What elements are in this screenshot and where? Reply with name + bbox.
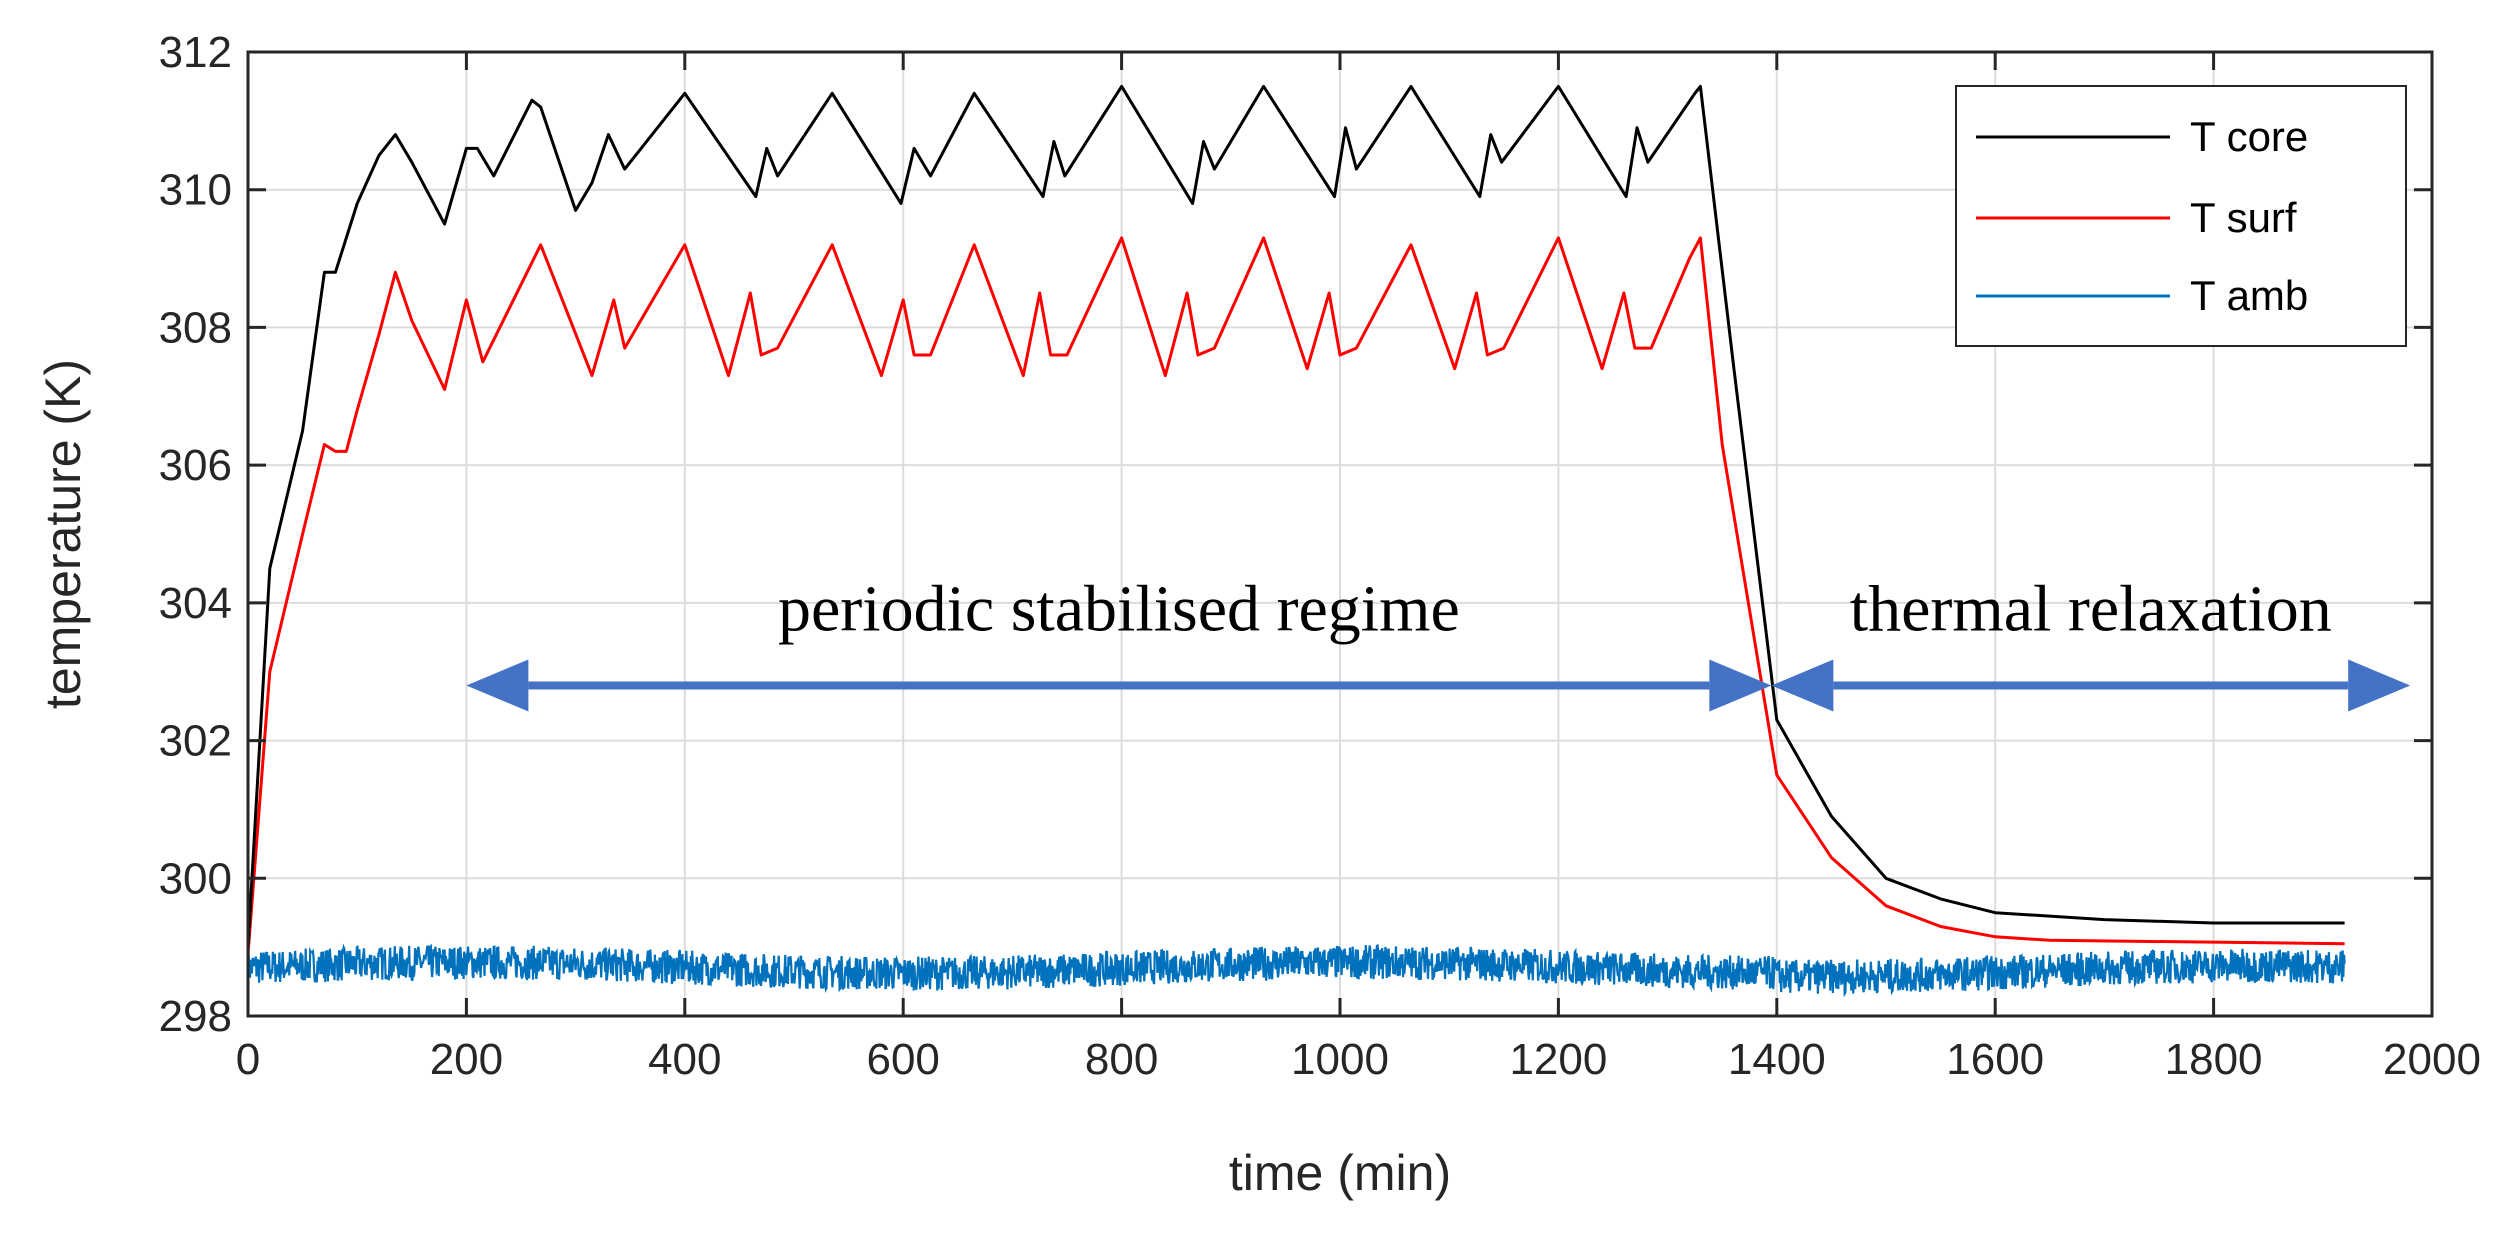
legend-box — [1955, 85, 2407, 347]
y-tick-label: 308 — [159, 303, 232, 352]
annotation-arrowhead-right — [2348, 659, 2411, 712]
annotation-periodic: periodic stabilised regime — [466, 572, 1772, 712]
legend-label-t-surf: T surf — [2190, 194, 2297, 241]
y-tick-label: 310 — [159, 166, 232, 215]
x-tick-label: 0 — [236, 1035, 260, 1084]
x-tick-label: 400 — [648, 1035, 721, 1084]
annotation-label: periodic stabilised regime — [778, 572, 1460, 645]
series-line-t-surf — [246, 236, 2345, 955]
y-tick-label: 306 — [159, 441, 232, 490]
x-tick-label: 600 — [866, 1035, 939, 1084]
annotation-arrowhead-left — [1771, 659, 1834, 712]
tick-marks — [246, 50, 2434, 1018]
x-tick-label: 1800 — [2165, 1035, 2263, 1084]
x-tick-label: 1600 — [1946, 1035, 2044, 1084]
annotation-label: thermal relaxation — [1850, 572, 2332, 645]
y-tick-label: 312 — [159, 28, 232, 77]
y-tick-label: 300 — [159, 854, 232, 903]
legend: T core T surf T amb — [1955, 85, 2407, 347]
gridlines — [248, 52, 2432, 1016]
series-line-t-core — [246, 84, 2345, 948]
x-tick-label: 800 — [1085, 1035, 1158, 1084]
annotation-arrowhead-right — [1709, 659, 1772, 712]
legend-label-t-core: T core — [2190, 113, 2308, 160]
legend-label-t-amb: T amb — [2190, 272, 2308, 319]
x-tick-label: 1000 — [1291, 1035, 1389, 1084]
annotation-relaxation: thermal relaxation — [1771, 572, 2411, 712]
tick-labels: 0 200 400 600 800 1000 1200 1400 1600 1800 2000 298… — [159, 28, 2481, 1084]
y-tick-label: 298 — [159, 992, 232, 1041]
annotations: periodic stabilised regime thermal relaxa… — [466, 572, 2411, 712]
x-tick-label: 2000 — [2383, 1035, 2481, 1084]
x-axis-label: time (min) — [1229, 1145, 1451, 1201]
y-tick-label: 302 — [159, 717, 232, 766]
x-tick-label: 1200 — [1509, 1035, 1607, 1084]
series-layer — [246, 84, 2346, 998]
y-axis-label: temperature (K) — [35, 359, 91, 709]
series-line-t-amb — [246, 943, 2346, 998]
annotation-arrowhead-left — [466, 659, 529, 712]
y-tick-label: 304 — [159, 579, 232, 628]
x-tick-label: 1400 — [1728, 1035, 1826, 1084]
x-tick-label: 200 — [430, 1035, 503, 1084]
